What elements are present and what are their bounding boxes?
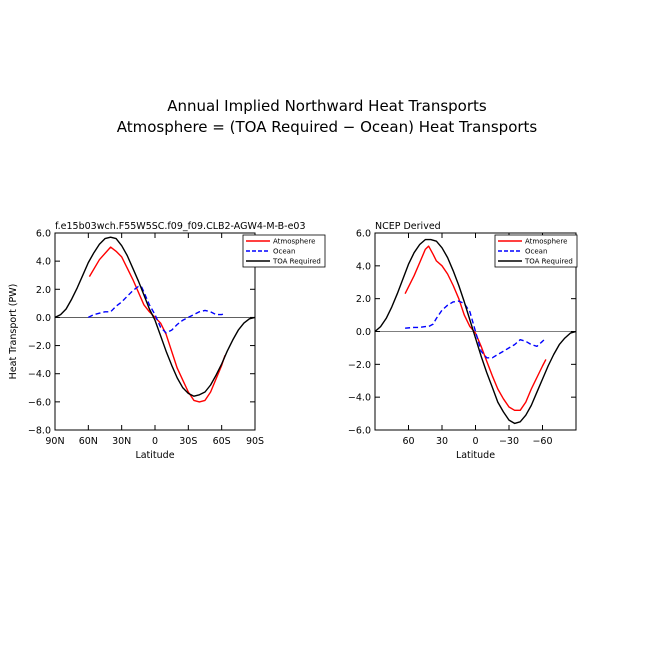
- legend-label-atmosphere: Atmosphere: [273, 238, 315, 246]
- y-tick-label: 2.0: [36, 285, 51, 296]
- legend-label-ocean: Ocean: [525, 248, 547, 256]
- x-tick-label: 60: [402, 436, 414, 447]
- x-tick-label: 30N: [112, 436, 131, 447]
- x-axis-label: Latitude: [135, 450, 174, 461]
- series-line-toa-required: [54, 236, 256, 397]
- legend: Atmosphere Ocean TOA Required: [242, 234, 326, 268]
- y-tick-label: −6.0: [28, 397, 51, 408]
- chart-2: NCEP Derived 6.0 4.0 2.0 0.0 −2.0 −4.0 −6.0 60 30…: [348, 221, 578, 461]
- y-tick-label: −2.0: [28, 341, 51, 352]
- x-tick-label: 90S: [246, 436, 264, 447]
- y-axis-label: Heat Transport (PW): [8, 284, 19, 380]
- legend-label-toa-required: TOA Required: [272, 258, 321, 266]
- y-tick-label: 6.0: [36, 229, 51, 240]
- x-tick-label: 30S: [179, 436, 197, 447]
- y-tick-label: 6.0: [356, 229, 371, 240]
- y-tick-label: 0.0: [356, 327, 371, 338]
- x-tick-label: −30: [499, 436, 519, 447]
- legend: Atmosphere Ocean TOA Required: [494, 234, 578, 268]
- series-line-atmosphere: [88, 246, 226, 403]
- figure-title: Annual Implied Northward Heat Transports…: [0, 96, 654, 138]
- x-axis-label: Latitude: [456, 450, 495, 461]
- x-tick-label: 60N: [79, 436, 98, 447]
- y-tick-label: −6.0: [348, 426, 371, 437]
- y-tick-label: 4.0: [36, 257, 51, 268]
- x-tick-label: 30: [436, 436, 448, 447]
- y-tick-label: −8.0: [28, 426, 51, 437]
- x-tick-label: 90N: [45, 436, 64, 447]
- chart-1: f.e15b03wch.F55W5SC.f09_f09.CLB2-AGW4-M-…: [8, 221, 326, 461]
- legend-label-toa-required: TOA Required: [524, 258, 573, 266]
- x-tick-label: −60: [532, 436, 552, 447]
- y-tick-label: 0.0: [36, 313, 51, 324]
- x-tick-label: 0: [472, 436, 478, 447]
- chart-title: NCEP Derived: [375, 221, 441, 232]
- chart-title: f.e15b03wch.F55W5SC.f09_f09.CLB2-AGW4-M-…: [55, 221, 306, 232]
- series-line-toa-required: [374, 238, 577, 425]
- y-tick-label: 2.0: [356, 294, 371, 305]
- x-tick-label: 60S: [213, 436, 231, 447]
- legend-label-ocean: Ocean: [273, 248, 295, 256]
- series-line-ocean: [87, 285, 226, 334]
- figure-title-line-1: Annual Implied Northward Heat Transports: [167, 97, 487, 115]
- y-tick-label: −4.0: [348, 393, 371, 404]
- x-tick-label: 0: [152, 436, 158, 447]
- legend-label-atmosphere: Atmosphere: [525, 238, 567, 246]
- plot-frame: [54, 232, 256, 431]
- y-tick-label: 4.0: [356, 261, 371, 272]
- y-tick-label: −2.0: [348, 360, 371, 371]
- series-line-ocean: [405, 300, 547, 359]
- series-line-atmosphere: [404, 245, 547, 411]
- y-tick-label: −4.0: [28, 369, 51, 380]
- figure-title-line-2: Atmosphere = (TOA Required − Ocean) Heat…: [116, 118, 538, 136]
